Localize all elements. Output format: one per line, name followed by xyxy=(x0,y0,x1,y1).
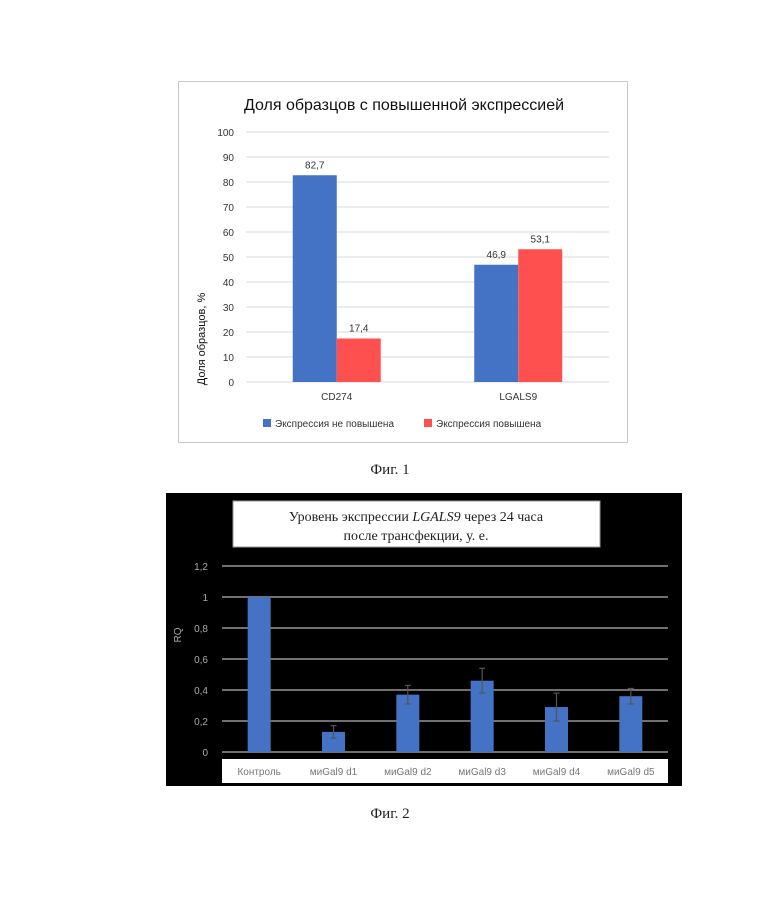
y-tick-label: 1,2 xyxy=(194,562,208,573)
x-tick-label: миGal9 d1 xyxy=(310,767,358,778)
figure-1-chart: Доля образцов с повышенной экспрессией Д… xyxy=(178,81,628,443)
y-tick-label: 100 xyxy=(217,128,234,139)
y-tick-label: 90 xyxy=(223,153,235,164)
figure-1-svg: Доля образцов с повышенной экспрессией Д… xyxy=(179,82,629,444)
y-tick-label: 40 xyxy=(223,278,235,289)
data-label: 53,1 xyxy=(531,234,551,245)
y-tick-label: 0,4 xyxy=(194,686,208,697)
y-tick-label: 0 xyxy=(202,748,208,759)
y-tick-label: 0 xyxy=(228,378,234,389)
data-label: 46,9 xyxy=(487,250,507,261)
x-tick-label: миGal9 d4 xyxy=(533,767,581,778)
legend-label: Экспрессия не повышена xyxy=(275,419,394,430)
y-axis-label: Доля образцов, % xyxy=(196,293,208,386)
data-label: 17,4 xyxy=(349,324,369,335)
title-suffix: через 24 часа xyxy=(461,510,544,525)
y-tick-label: 1 xyxy=(202,593,208,604)
legend-swatch xyxy=(424,419,432,427)
title-prefix: Уровень экспрессии xyxy=(289,510,412,525)
x-tick-label: LGALS9 xyxy=(499,392,537,403)
bar xyxy=(293,175,337,382)
category-label-strip xyxy=(222,759,668,783)
y-tick-label: 20 xyxy=(223,328,235,339)
y-tick-label: 80 xyxy=(223,178,235,189)
title-gene: LGALS9 xyxy=(411,510,460,525)
data-label: 82,7 xyxy=(305,160,325,171)
y-tick-label: 0,6 xyxy=(194,655,208,666)
x-tick-label: Контроль xyxy=(237,767,280,778)
y-tick-label: 0,8 xyxy=(194,624,208,635)
x-tick-label: миGal9 d3 xyxy=(458,767,506,778)
y-tick-label: 60 xyxy=(223,228,235,239)
x-tick-label: CD274 xyxy=(321,392,353,403)
bar xyxy=(248,597,271,752)
figure-2-caption: Фиг. 2 xyxy=(0,806,780,823)
legend-label: Экспрессия повышена xyxy=(436,419,542,430)
legend-swatch xyxy=(263,419,271,427)
y-tick-label: 70 xyxy=(223,203,235,214)
y-tick-label: 50 xyxy=(223,253,235,264)
figure-2-svg: Уровень экспрессии LGALS9 через 24 часа … xyxy=(166,493,682,786)
chart-title: Доля образцов с повышенной экспрессией xyxy=(244,97,564,114)
y-axis-label: RQ xyxy=(173,627,184,642)
y-tick-label: 30 xyxy=(223,303,235,314)
figure-1-caption: Фиг. 1 xyxy=(0,462,780,479)
bar xyxy=(474,265,518,382)
bar xyxy=(619,696,642,752)
bar xyxy=(337,339,381,383)
x-tick-label: миGal9 d5 xyxy=(607,767,655,778)
y-tick-label: 0,2 xyxy=(194,717,208,728)
figure-2-chart: Уровень экспрессии LGALS9 через 24 часа … xyxy=(166,493,682,786)
chart-title-line2: после трансфекции, у. е. xyxy=(343,529,488,544)
x-tick-label: миGal9 d2 xyxy=(384,767,432,778)
bar xyxy=(518,249,562,382)
chart-title: Уровень экспрессии LGALS9 через 24 часа xyxy=(289,510,544,525)
y-tick-label: 10 xyxy=(223,353,235,364)
